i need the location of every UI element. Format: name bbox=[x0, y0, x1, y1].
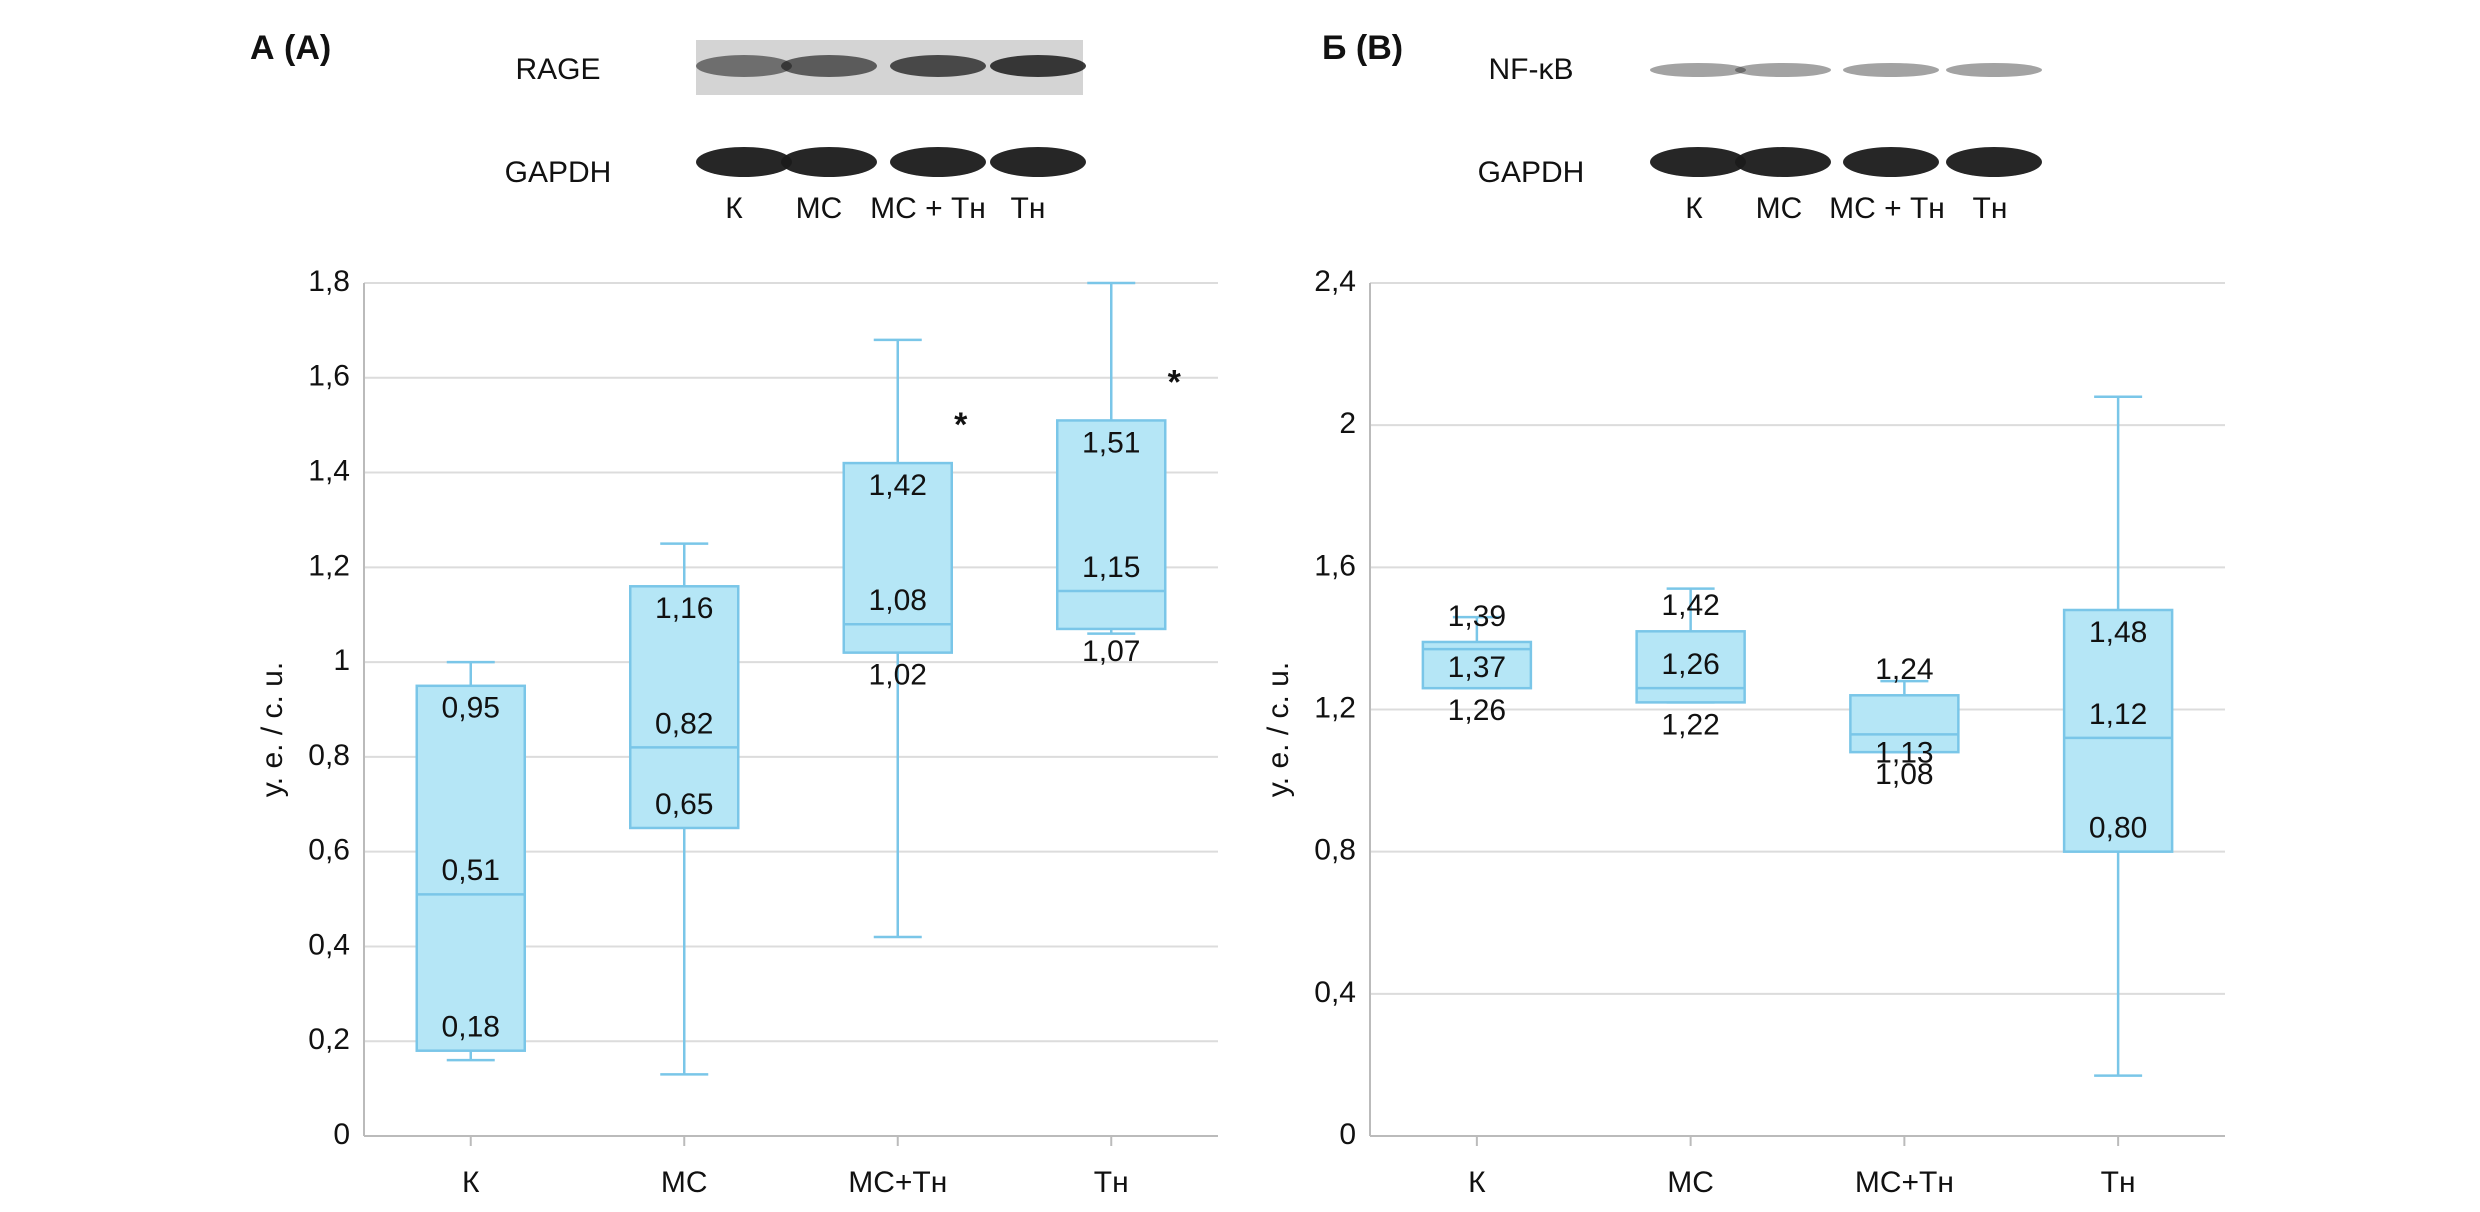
q1-label: 1,26 bbox=[1448, 694, 1506, 727]
blot-band bbox=[1650, 63, 1746, 77]
blot-row-label: NF-κB bbox=[1489, 53, 1574, 86]
x-tick-label: К bbox=[462, 1166, 480, 1199]
blot-row-label: RAGE bbox=[515, 53, 600, 86]
blot-lane-label: Тн bbox=[1973, 192, 2008, 225]
y-tick-label: 2 bbox=[1339, 407, 1356, 440]
x-tick-label: К bbox=[1468, 1166, 1486, 1199]
blot-lane-label: К bbox=[725, 192, 743, 225]
panel-label: А (A) bbox=[250, 29, 331, 67]
q3-label: 1,39 bbox=[1448, 600, 1506, 633]
median-label: 0,51 bbox=[442, 854, 500, 887]
median-label: 1,13 bbox=[1875, 736, 1933, 769]
y-tick-label: 2,4 bbox=[1314, 265, 1356, 298]
y-tick-label: 1,4 bbox=[308, 454, 350, 487]
blot-lane-label: Тн bbox=[1011, 192, 1046, 225]
median-label: 1,08 bbox=[869, 584, 927, 617]
median-label: 1,37 bbox=[1448, 651, 1506, 684]
blot-band bbox=[1735, 63, 1831, 77]
q1-label: 1,07 bbox=[1082, 635, 1140, 668]
median-label: 1,26 bbox=[1661, 648, 1719, 681]
blot-band bbox=[1735, 147, 1831, 177]
y-tick-label: 1 bbox=[333, 644, 350, 677]
x-tick-label: МС bbox=[1667, 1166, 1714, 1199]
x-tick-label: МС+Тн bbox=[848, 1166, 947, 1199]
box bbox=[2062, 608, 2174, 853]
q3-label: 1,42 bbox=[869, 469, 927, 502]
blot-band bbox=[990, 55, 1086, 77]
q3-label: 0,95 bbox=[442, 692, 500, 725]
blot-row-label: GAPDH bbox=[505, 156, 612, 189]
x-tick-label: МС bbox=[661, 1166, 708, 1199]
box bbox=[1056, 419, 1167, 631]
blot-band bbox=[1946, 147, 2042, 177]
blot-band bbox=[990, 147, 1086, 177]
blot-lane-label: МС + Тн bbox=[870, 192, 986, 225]
q1-label: 1,08 bbox=[1875, 758, 1933, 791]
y-axis-title: у. е. / c. u. bbox=[256, 662, 289, 797]
y-tick-label: 1,8 bbox=[308, 265, 350, 298]
blot-lane-label: МС bbox=[1756, 192, 1803, 225]
blot-lane-label: МС + Тн bbox=[1829, 192, 1945, 225]
blot-band bbox=[1843, 147, 1939, 177]
blot-band bbox=[890, 55, 986, 77]
blot-band bbox=[781, 55, 877, 77]
q3-label: 1,48 bbox=[2089, 616, 2147, 649]
blot-band bbox=[696, 147, 792, 177]
y-tick-label: 1,2 bbox=[308, 549, 350, 582]
q3-label: 1,42 bbox=[1661, 589, 1719, 622]
box bbox=[1849, 694, 1960, 754]
y-tick-label: 1,6 bbox=[1314, 549, 1356, 582]
blot-lane-label: К bbox=[1685, 192, 1703, 225]
significance-marker: * bbox=[954, 406, 968, 444]
y-tick-label: 1,2 bbox=[1314, 691, 1356, 724]
blot-band bbox=[1946, 63, 2042, 77]
box bbox=[415, 684, 526, 1052]
blot-band bbox=[781, 147, 877, 177]
median-label: 0,82 bbox=[655, 707, 713, 740]
q3-label: 1,16 bbox=[655, 592, 713, 625]
y-tick-label: 0,6 bbox=[308, 834, 350, 867]
blot-band bbox=[696, 55, 792, 77]
y-tick-label: 1,6 bbox=[308, 360, 350, 393]
y-tick-label: 0,8 bbox=[308, 739, 350, 772]
blot-row-label: GAPDH bbox=[1478, 156, 1585, 189]
q1-label: 1,22 bbox=[1661, 708, 1719, 741]
q1-label: 0,18 bbox=[442, 1011, 500, 1044]
median-label: 1,15 bbox=[1082, 551, 1140, 584]
blot-band bbox=[1843, 63, 1939, 77]
x-tick-label: МС+Тн bbox=[1855, 1166, 1954, 1199]
q3-label: 1,24 bbox=[1875, 653, 1933, 686]
x-tick-label: Тн bbox=[2101, 1166, 2136, 1199]
panel-label: Б (B) bbox=[1322, 29, 1403, 67]
y-axis-title: у. е. / c. u. bbox=[1262, 662, 1295, 797]
q1-label: 0,80 bbox=[2089, 812, 2147, 845]
box bbox=[1635, 630, 1746, 704]
median-label: 1,12 bbox=[2089, 698, 2147, 731]
blot-band bbox=[890, 147, 986, 177]
y-tick-label: 0 bbox=[333, 1118, 350, 1151]
y-tick-label: 0,4 bbox=[1314, 976, 1356, 1009]
y-tick-label: 0,8 bbox=[1314, 834, 1356, 867]
q1-label: 1,02 bbox=[869, 659, 927, 692]
q3-label: 1,51 bbox=[1082, 426, 1140, 459]
box bbox=[842, 461, 953, 654]
box bbox=[629, 585, 740, 830]
significance-marker: * bbox=[1168, 363, 1182, 401]
blot-band bbox=[1650, 147, 1746, 177]
y-tick-label: 0,4 bbox=[308, 928, 350, 961]
x-tick-label: Тн bbox=[1094, 1166, 1129, 1199]
q1-label: 0,65 bbox=[655, 788, 713, 821]
blot-lane-label: МС bbox=[796, 192, 843, 225]
y-tick-label: 0 bbox=[1339, 1118, 1356, 1151]
y-tick-label: 0,2 bbox=[308, 1023, 350, 1056]
